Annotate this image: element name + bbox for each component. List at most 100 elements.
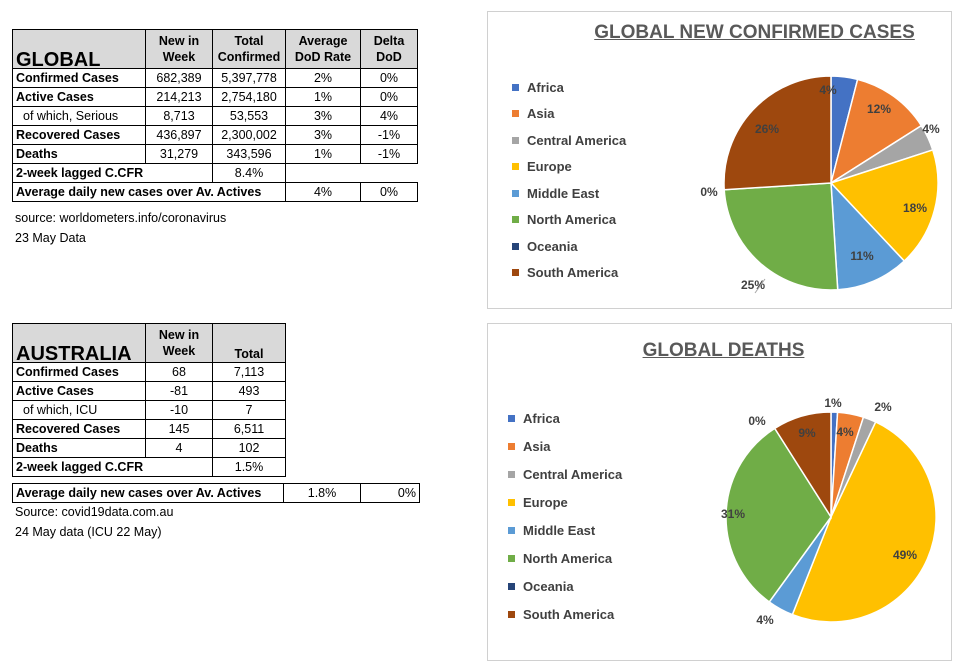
chart-title: GLOBAL DEATHS bbox=[642, 340, 805, 361]
table-cell: -1% bbox=[360, 125, 418, 145]
legend-swatch bbox=[512, 163, 519, 171]
data-label-north-america: 31% bbox=[721, 507, 745, 521]
legend-swatch bbox=[508, 470, 515, 478]
table-row: Deaths 4 102 bbox=[12, 438, 286, 458]
legend-item: Oceania bbox=[508, 572, 622, 600]
header-total-confirmed: Total Confirmed bbox=[212, 29, 286, 69]
header-new-in-week: New in Week bbox=[145, 29, 213, 69]
legend-item: North America bbox=[512, 207, 626, 234]
table-row: Recovered Cases 145 6,511 bbox=[12, 419, 286, 439]
cfr-label: 2-week lagged C.CFR bbox=[12, 163, 213, 183]
legend-label: Asia bbox=[523, 438, 551, 454]
avg-label: Average daily new cases over Av. Actives bbox=[12, 182, 286, 202]
legend-label: South America bbox=[523, 606, 615, 622]
data-label-middle-east: 4% bbox=[756, 613, 774, 627]
legend-swatch bbox=[512, 269, 519, 277]
data-label-africa: 4% bbox=[819, 83, 837, 97]
legend-swatch bbox=[512, 216, 519, 224]
avg-value: 4% bbox=[285, 182, 361, 202]
legend-label: Oceania bbox=[527, 238, 578, 254]
leader-line bbox=[754, 278, 766, 294]
table-cell: -1% bbox=[360, 144, 418, 164]
legend-swatch bbox=[512, 242, 519, 250]
legend-label: North America bbox=[523, 550, 613, 566]
table-row: Average daily new cases over Av. Actives… bbox=[12, 483, 420, 503]
table-cell: 31,279 bbox=[145, 144, 213, 164]
pie-slice-middle-east bbox=[830, 180, 906, 291]
pie-slice-europe bbox=[791, 420, 937, 623]
legend-item: Europe bbox=[512, 154, 626, 181]
table-row: of which, Serious 8,713 53,553 3% 4% bbox=[12, 106, 418, 126]
chart-legend: Africa Asia Central America Europe Middle Ea… bbox=[508, 404, 622, 628]
legend-item: Central America bbox=[512, 127, 626, 154]
table-row: Average daily new cases over Av. Actives… bbox=[12, 182, 418, 202]
australia-table: AUSTRALIA New in Week Total Confirmed Cas… bbox=[12, 323, 286, 477]
legend-swatch bbox=[508, 582, 515, 590]
table-cell: 3% bbox=[285, 125, 361, 145]
legend-label: Europe bbox=[527, 159, 572, 175]
global-table: GLOBAL New in Week Total Confirmed Average… bbox=[12, 29, 418, 202]
chart-title: GLOBAL NEW CONFIRMED CASES bbox=[594, 22, 915, 43]
legend-label: South America bbox=[527, 265, 619, 281]
row-label: Active Cases bbox=[12, 87, 146, 107]
legend-label: Oceania bbox=[523, 578, 574, 594]
table-cell: 5,397,778 bbox=[212, 68, 286, 88]
table-cell: 3% bbox=[285, 106, 361, 126]
global-date-note: 23 May Data bbox=[15, 231, 86, 245]
global-new-cases-chart-panel: GLOBAL NEW CONFIRMED CASES Africa Asia Cen… bbox=[487, 11, 952, 309]
avg-label: Average daily new cases over Av. Actives bbox=[12, 483, 284, 503]
data-label-south-america: 9% bbox=[798, 426, 816, 440]
row-label: Confirmed Cases bbox=[12, 362, 146, 382]
legend-item: Central America bbox=[508, 460, 622, 488]
legend-label: Central America bbox=[523, 466, 623, 482]
table-cell: 102 bbox=[212, 438, 286, 458]
table-cell: 145 bbox=[145, 419, 213, 439]
table-cell: 8,713 bbox=[145, 106, 213, 126]
avg-value: 1.8% bbox=[283, 483, 361, 503]
row-label: of which, ICU bbox=[12, 400, 146, 420]
data-label-oceania: 0% bbox=[748, 414, 766, 428]
global-table-title: GLOBAL bbox=[12, 29, 146, 70]
row-label: Deaths bbox=[12, 438, 146, 458]
cfr-label: 2-week lagged C.CFR bbox=[12, 457, 213, 477]
table-cell: 214,213 bbox=[145, 87, 213, 107]
data-label-central-america: 2% bbox=[874, 400, 892, 414]
legend-item: South America bbox=[512, 260, 626, 287]
data-label-south-america: 26% bbox=[755, 122, 779, 136]
row-label: of which, Serious bbox=[12, 106, 146, 126]
legend-item: Africa bbox=[512, 74, 626, 101]
data-label-asia: 4% bbox=[836, 425, 854, 439]
table-cell: 6,511 bbox=[212, 419, 286, 439]
table-cell: 68 bbox=[145, 362, 213, 382]
legend-label: Africa bbox=[523, 410, 560, 426]
legend-swatch bbox=[512, 83, 519, 91]
table-cell: 1% bbox=[285, 87, 361, 107]
table-cell: -10 bbox=[145, 400, 213, 420]
legend-swatch bbox=[508, 610, 515, 618]
pie-slice-asia bbox=[829, 78, 923, 185]
legend-swatch bbox=[508, 526, 515, 534]
data-label-europe: 18% bbox=[903, 201, 927, 215]
pie-slice-north-america bbox=[723, 182, 839, 291]
legend-swatch bbox=[512, 136, 519, 144]
table-cell: 1% bbox=[285, 144, 361, 164]
legend-swatch bbox=[512, 189, 519, 197]
legend-item: Asia bbox=[508, 432, 622, 460]
australia-date-note: 24 May data (ICU 22 May) bbox=[15, 525, 162, 539]
table-row: Recovered Cases 436,897 2,300,002 3% -1% bbox=[12, 125, 418, 145]
header-new-in-week: New in Week bbox=[145, 323, 213, 363]
australia-source-note: Source: covid19data.com.au bbox=[15, 505, 174, 519]
table-cell: 493 bbox=[212, 381, 286, 401]
legend-label: Europe bbox=[523, 494, 568, 510]
data-label-europe: 49% bbox=[893, 548, 917, 562]
cfr-value: 1.5% bbox=[212, 457, 286, 477]
table-row: Deaths 31,279 343,596 1% -1% bbox=[12, 144, 418, 164]
cfr-value: 8.4% bbox=[212, 163, 286, 183]
table-row: Confirmed Cases 682,389 5,397,778 2% 0% bbox=[12, 68, 418, 88]
row-label: Active Cases bbox=[12, 381, 146, 401]
table-row: of which, ICU -10 7 bbox=[12, 400, 286, 420]
legend-item: Middle East bbox=[508, 516, 622, 544]
header-total: Total bbox=[212, 323, 286, 363]
legend-label: Central America bbox=[527, 132, 627, 148]
pie-slice-europe bbox=[829, 148, 939, 263]
